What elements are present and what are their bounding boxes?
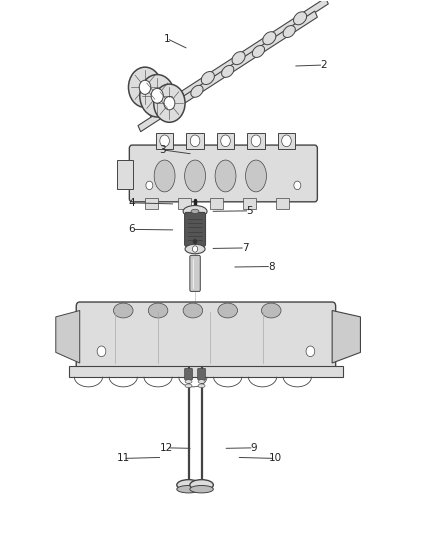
Circle shape [146, 181, 153, 190]
Ellipse shape [263, 31, 276, 45]
Text: 8: 8 [268, 262, 275, 271]
Circle shape [128, 67, 162, 108]
Circle shape [294, 181, 301, 190]
FancyBboxPatch shape [185, 368, 192, 380]
Text: 1: 1 [163, 34, 170, 44]
FancyBboxPatch shape [76, 302, 336, 372]
Ellipse shape [160, 105, 172, 117]
Bar [156, 133, 173, 149]
Circle shape [251, 135, 261, 147]
Bar [186, 133, 204, 149]
Ellipse shape [222, 66, 234, 77]
Bar [278, 133, 295, 149]
Ellipse shape [170, 92, 184, 104]
Circle shape [154, 84, 185, 122]
Ellipse shape [191, 209, 199, 214]
Bar [243, 198, 256, 209]
Text: 6: 6 [129, 224, 135, 235]
Circle shape [164, 96, 175, 110]
Bar [69, 366, 343, 377]
Bar [145, 198, 158, 209]
Bar [178, 198, 191, 209]
Text: 4: 4 [129, 198, 135, 208]
Text: 12: 12 [160, 443, 173, 453]
Bar [117, 160, 133, 189]
Ellipse shape [185, 379, 192, 383]
Text: 3: 3 [159, 145, 166, 155]
Circle shape [97, 346, 106, 357]
Polygon shape [149, 0, 328, 118]
Ellipse shape [154, 160, 175, 192]
Bar [210, 198, 223, 209]
Ellipse shape [232, 52, 245, 64]
Circle shape [306, 346, 315, 357]
Ellipse shape [185, 244, 205, 254]
FancyBboxPatch shape [198, 368, 205, 380]
FancyBboxPatch shape [190, 255, 200, 292]
Text: 2: 2 [320, 60, 327, 70]
Bar [247, 133, 265, 149]
Ellipse shape [193, 239, 197, 244]
Ellipse shape [293, 12, 307, 25]
Bar [276, 198, 289, 209]
Text: 5: 5 [246, 206, 253, 216]
Circle shape [192, 246, 198, 252]
Ellipse shape [191, 85, 203, 98]
Circle shape [221, 135, 230, 147]
Circle shape [139, 80, 151, 94]
Ellipse shape [261, 303, 281, 318]
Bar [217, 133, 234, 149]
FancyBboxPatch shape [185, 213, 205, 246]
Ellipse shape [201, 71, 214, 85]
Ellipse shape [190, 480, 213, 490]
Ellipse shape [218, 303, 237, 318]
Ellipse shape [198, 384, 205, 387]
Ellipse shape [252, 45, 265, 58]
Circle shape [151, 88, 163, 103]
Polygon shape [332, 311, 360, 363]
Text: 11: 11 [117, 454, 130, 463]
Ellipse shape [215, 160, 236, 192]
Ellipse shape [283, 26, 295, 37]
Ellipse shape [113, 303, 133, 318]
Ellipse shape [185, 384, 192, 387]
Ellipse shape [190, 486, 213, 493]
Circle shape [190, 135, 200, 147]
Polygon shape [138, 11, 318, 132]
Ellipse shape [177, 480, 200, 490]
Ellipse shape [148, 303, 168, 318]
Text: 10: 10 [269, 454, 282, 463]
Text: 7: 7 [242, 243, 248, 253]
Circle shape [282, 135, 291, 147]
Circle shape [140, 75, 175, 117]
Ellipse shape [246, 160, 266, 192]
Text: 9: 9 [251, 443, 257, 453]
Ellipse shape [185, 160, 205, 192]
Ellipse shape [183, 206, 207, 217]
Circle shape [160, 135, 170, 147]
Ellipse shape [183, 303, 203, 318]
Ellipse shape [198, 379, 205, 383]
Polygon shape [56, 311, 80, 363]
FancyBboxPatch shape [129, 145, 318, 202]
Ellipse shape [177, 486, 200, 493]
